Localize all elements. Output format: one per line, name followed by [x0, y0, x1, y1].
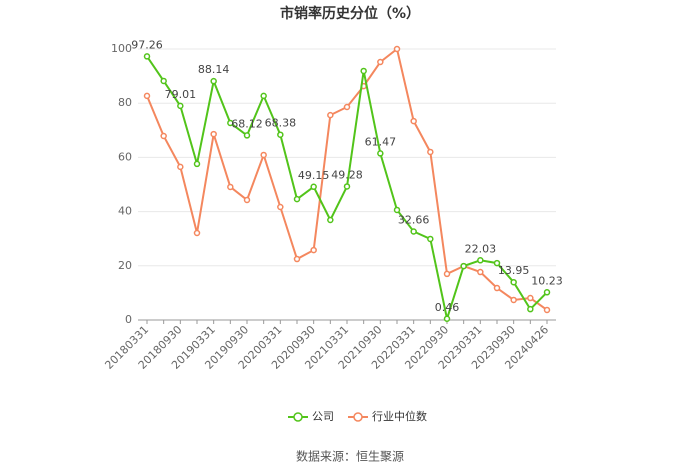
point [543, 306, 551, 314]
point [527, 305, 534, 313]
point [210, 130, 217, 138]
point [310, 183, 317, 191]
point [427, 148, 434, 156]
point [210, 77, 217, 85]
point [143, 92, 151, 100]
point [443, 270, 451, 278]
data-label: 68.38 [265, 117, 297, 130]
point [277, 203, 284, 211]
point [393, 45, 401, 53]
point [193, 160, 201, 168]
point [427, 235, 434, 243]
y-tick-label: 40 [118, 205, 132, 218]
point [343, 103, 351, 111]
point [543, 289, 551, 296]
point [193, 229, 201, 237]
point [493, 284, 501, 292]
data-label: 79.01 [165, 88, 197, 101]
source: 数据来源：恒生聚源 [296, 449, 404, 464]
point [243, 196, 251, 204]
point [360, 67, 367, 75]
point [177, 102, 184, 110]
y-tick-label: 0 [125, 313, 132, 326]
y-tick-label: 20 [118, 259, 132, 272]
data-label: 49.28 [331, 168, 363, 181]
point [377, 58, 384, 66]
point [310, 246, 317, 254]
point [510, 296, 517, 304]
point [410, 228, 417, 235]
point [160, 77, 167, 85]
legend-marker [353, 412, 363, 422]
point [177, 163, 184, 171]
data-label: 22.03 [465, 242, 497, 255]
point [410, 117, 417, 125]
legend-marker [293, 412, 303, 422]
y-tick-label: 60 [118, 150, 132, 163]
point [243, 132, 251, 139]
legend-label: 公司 [312, 410, 334, 423]
point [493, 259, 501, 267]
point [443, 315, 451, 323]
point [477, 257, 484, 264]
data-label: 97.26 [131, 38, 163, 51]
y-tick-label: 80 [118, 96, 132, 109]
data-label: 68.12 [231, 117, 263, 130]
point [377, 150, 384, 157]
point [477, 268, 484, 276]
point [143, 53, 151, 60]
data-label: 61.47 [365, 135, 397, 148]
point [293, 195, 301, 203]
point [160, 132, 167, 140]
point [277, 131, 284, 138]
y-tick-label: 100 [111, 42, 132, 55]
point [260, 92, 267, 100]
data-label: 0.46 [435, 301, 460, 314]
legend-label: 行业中位数 [372, 409, 427, 423]
data-label: 10.23 [531, 274, 563, 287]
point [510, 278, 517, 286]
data-label: 49.15 [298, 169, 330, 182]
point [293, 255, 301, 263]
data-label: 13.95 [498, 264, 530, 277]
point [227, 119, 234, 127]
point [260, 151, 267, 159]
point [227, 183, 234, 191]
chart-title: 市销率历史分位（%） [280, 5, 420, 22]
point [527, 294, 534, 302]
point [393, 206, 401, 214]
point [327, 216, 334, 224]
point [343, 183, 351, 190]
point [460, 262, 467, 270]
data-label: 88.14 [198, 63, 230, 76]
point [327, 111, 334, 119]
data-label: 32.66 [398, 213, 430, 226]
